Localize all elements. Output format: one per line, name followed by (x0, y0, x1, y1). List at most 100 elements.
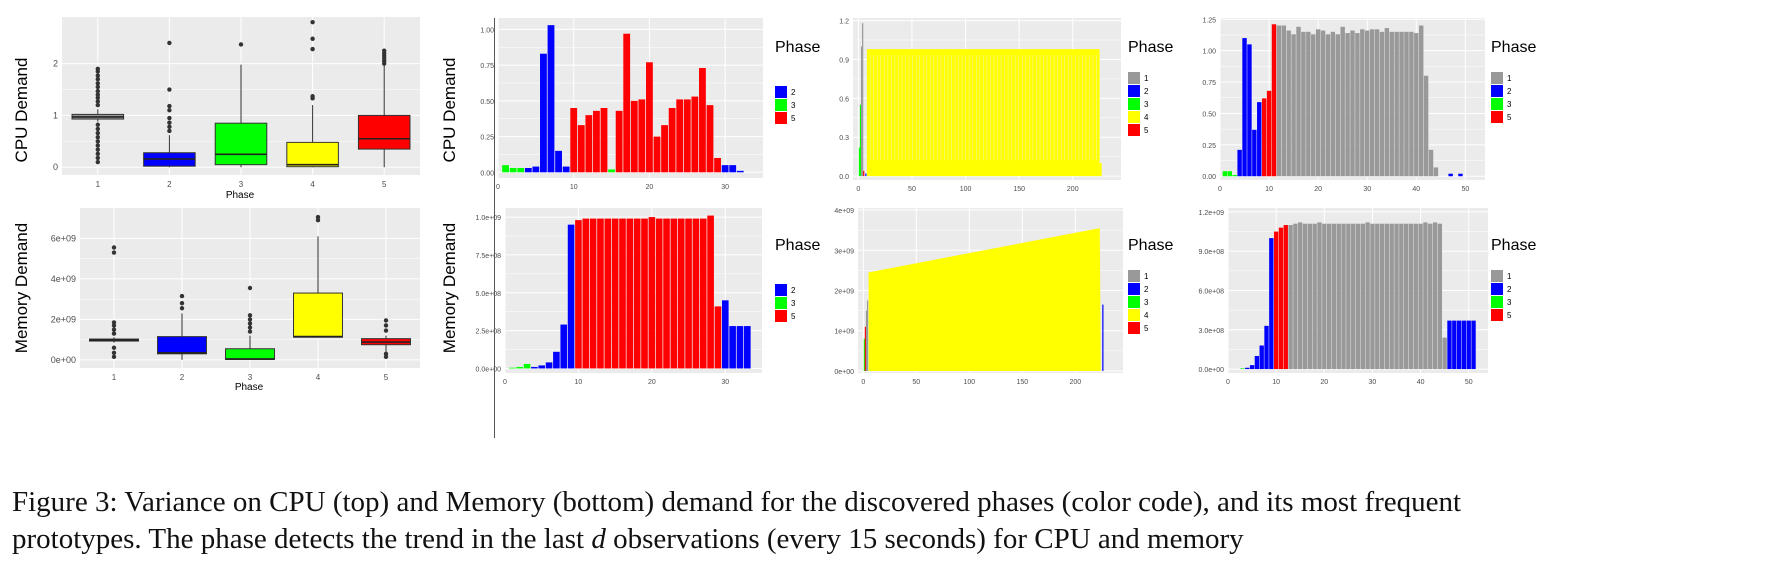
bar-phase-5 (685, 218, 692, 369)
bar-phase-5 (1261, 98, 1267, 177)
caption-text-b: observations (every 15 seconds) for CPU … (605, 523, 1244, 555)
x-tick-label: 20 (646, 184, 654, 191)
bar-phase-2 (721, 165, 729, 173)
bar-phase-5 (707, 215, 714, 369)
x-tick-label: 1 (112, 373, 117, 382)
box-outlier (95, 92, 101, 97)
bar-phase-5 (699, 68, 706, 173)
y-tick-label: 3e+09 (834, 248, 854, 255)
bar-phase-1 (1311, 34, 1316, 177)
y-tick-label: 0.0e+00 (1199, 367, 1225, 374)
x-tick-label: 20 (648, 379, 656, 386)
box-outlier (111, 250, 117, 255)
legend-label: 1 (1507, 74, 1512, 83)
bar-phase-2 (1264, 325, 1269, 370)
x-tick-label: 10 (1272, 379, 1280, 386)
box-outlier (167, 103, 172, 109)
x-axis-title: Phase (235, 382, 264, 393)
bar-phase-1 (1403, 223, 1409, 370)
legend-swatch-5 (1128, 322, 1140, 334)
bar-tail-phase-4 (1099, 163, 1102, 177)
bar-phase-2 (1458, 173, 1463, 177)
bar-phase-2 (1447, 320, 1452, 370)
y-tick-label: 0.25 (1202, 143, 1216, 150)
bar-phase-1 (1437, 223, 1443, 370)
legend-label: 5 (1507, 113, 1512, 122)
bar-phase-2 (531, 366, 538, 369)
x-tick-label: 150 (1016, 379, 1028, 386)
bar-phase-5 (641, 218, 648, 369)
box-outlier (167, 124, 172, 130)
box-outlier (310, 36, 315, 41)
x-tick-label: 30 (721, 184, 729, 191)
bar-phase-1 (1369, 29, 1375, 177)
box-outlier (111, 327, 117, 332)
bar-phase-5 (648, 217, 656, 369)
bar-phase-5 (611, 218, 619, 369)
legend-label: 5 (1144, 126, 1149, 135)
bar-phase-5 (597, 218, 604, 369)
bar-phase-1 (1296, 26, 1301, 177)
bar-phase-2 (736, 326, 744, 369)
x-tick-label: 10 (575, 379, 583, 386)
bar-phase-1 (1433, 167, 1439, 177)
legend-label: 5 (1507, 311, 1512, 320)
y-tick-label: 0.9 (839, 57, 849, 64)
bar-phase-1 (1374, 29, 1380, 177)
box-outlier (95, 102, 101, 108)
y-tick-label: 9.0e+08 (1199, 249, 1225, 256)
box-outlier (95, 134, 101, 140)
box-outlier (383, 354, 389, 360)
legend-title: Phase (1128, 237, 1173, 254)
bar-phase-1 (1370, 223, 1375, 370)
legend-swatch-2 (1491, 283, 1503, 295)
bar-phase-1 (1399, 31, 1404, 177)
x-tick-label: 3 (239, 180, 244, 189)
legend-label: 2 (1507, 285, 1512, 294)
x-tick-label: 5 (384, 373, 389, 382)
chart-cpu-box: 0 1 2 1 2 3 4 5 CPU Demand Phase (12, 17, 420, 201)
bar-phase-5 (619, 218, 626, 369)
bar-phase-5 (1278, 227, 1284, 370)
bar-phase-1 (1389, 223, 1394, 370)
bar-phase-1 (1340, 26, 1345, 177)
bar-phase-2 (729, 326, 736, 369)
x-tick-label: 100 (960, 186, 972, 193)
box-outlier (247, 321, 253, 326)
legend-label: 3 (1507, 298, 1512, 307)
chart-mem-proto-a: 0.0e+00 2.5e+08 5.0e+08 7.5e+08 1.0e+09 0 10 20… (440, 208, 820, 386)
box-outlier (95, 84, 101, 90)
y-tick-label: 1 (53, 110, 58, 120)
box-outlier (238, 42, 244, 47)
bar-phase-2 (547, 25, 555, 173)
legend-label: 3 (1144, 100, 1149, 109)
x-axis-title: Phase (226, 190, 255, 201)
figure-caption: Figure 3: Variance on CPU (top) and Memo… (12, 484, 1777, 558)
bar-phase-5 (585, 115, 593, 173)
legend-label: 4 (1144, 311, 1149, 320)
legend-label: 3 (1144, 298, 1149, 307)
area-phase-4 (868, 216, 1101, 371)
x-tick-label: 0 (856, 186, 860, 193)
caption-text-a: prototypes. The phase detects the trend … (12, 523, 592, 555)
y-tick-label: 4e+09 (51, 274, 76, 284)
bar-phase-1 (1306, 31, 1311, 177)
box-outlier (315, 217, 321, 223)
legend-label: 5 (791, 114, 796, 123)
bar-phase-5 (604, 218, 612, 369)
bar-phase-2 (1466, 320, 1471, 370)
bar-phase-5 (615, 110, 623, 173)
bar-phase-5 (676, 99, 684, 173)
bar-phase-3 (516, 366, 523, 369)
x-tick-label: 50 (1465, 379, 1473, 386)
x-tick-label: 1 (96, 180, 101, 189)
legend-label: 1 (1144, 272, 1149, 281)
bar-phase-2 (1452, 320, 1457, 370)
bar-phase-5 (1283, 225, 1288, 370)
bar-phase-1 (1312, 223, 1317, 370)
y-tick-label: 6.0e+08 (1199, 289, 1225, 296)
x-tick-label: 10 (1265, 186, 1273, 193)
bar-phase-5 (623, 33, 631, 173)
bar-phase-5 (653, 136, 661, 173)
bar-phase-1 (1302, 223, 1308, 370)
